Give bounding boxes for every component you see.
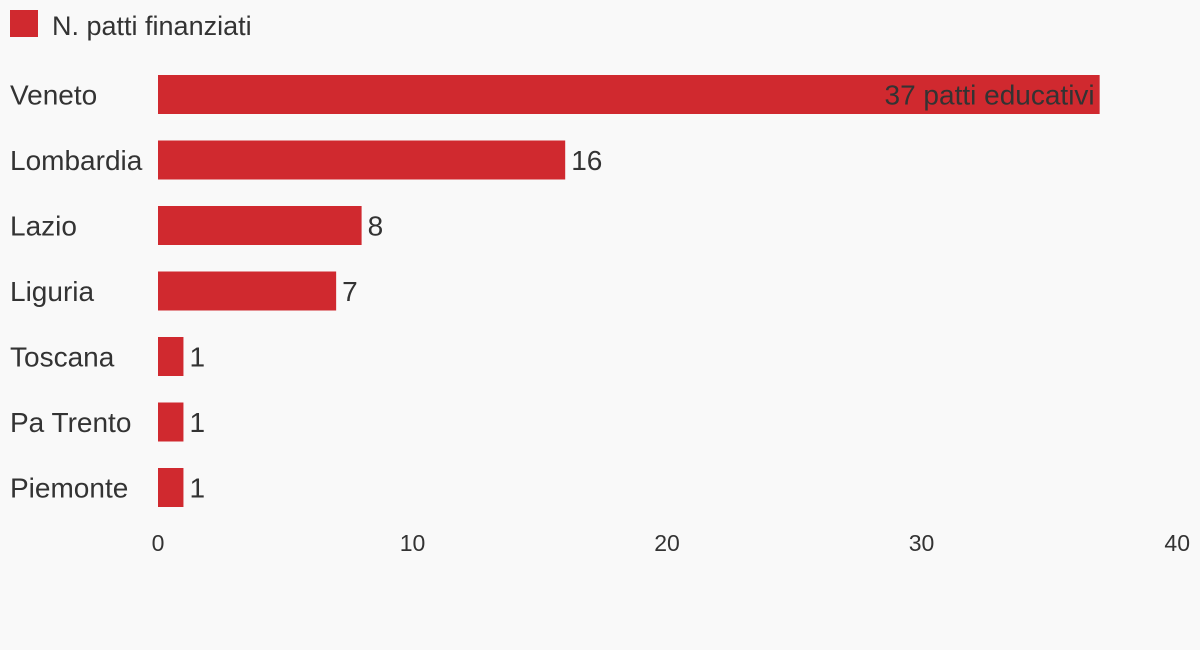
data-label: 7 [342, 276, 358, 307]
chart-legend: N. patti finanziati [10, 10, 252, 44]
x-tick-label: 10 [400, 530, 426, 556]
bar [158, 337, 184, 376]
category-label: Toscana [10, 342, 115, 373]
category-label: Veneto [10, 80, 97, 111]
bar [158, 206, 362, 245]
bar [158, 271, 337, 311]
x-tick-label: 40 [1164, 530, 1190, 556]
category-label: Piemonte [10, 473, 128, 504]
bar [158, 140, 566, 180]
data-label: 1 [189, 342, 205, 373]
legend-swatch [10, 10, 38, 37]
bar [158, 468, 184, 507]
data-label: 1 [189, 473, 205, 504]
data-label: 37 patti educativi [885, 80, 1095, 111]
bar [158, 402, 184, 442]
category-label: Lombardia [10, 145, 143, 176]
x-tick-label: 30 [909, 530, 935, 556]
category-label: Liguria [10, 276, 94, 307]
data-label: 8 [368, 211, 384, 242]
bar [158, 75, 1100, 114]
legend-label: N. patti finanziati [52, 11, 252, 41]
data-label: 16 [571, 145, 602, 176]
x-tick-label: 0 [152, 530, 165, 556]
data-label: 1 [189, 407, 205, 438]
category-label: Lazio [10, 211, 77, 242]
x-tick-label: 20 [654, 530, 680, 556]
category-label: Pa Trento [10, 407, 131, 438]
